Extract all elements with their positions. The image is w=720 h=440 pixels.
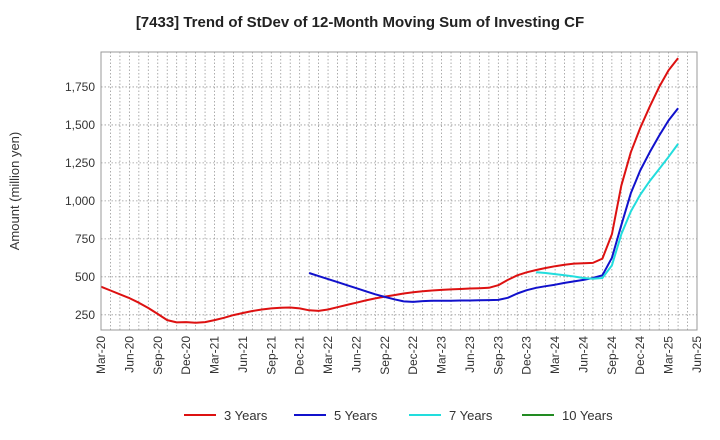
y-tick-label: 250 (75, 308, 95, 322)
x-tick-label: Jun-24 (576, 336, 590, 373)
x-tick-label: Mar-22 (321, 336, 335, 374)
series-line-5-years (308, 107, 679, 303)
series-line-3-years (100, 57, 679, 324)
x-tick-label: Dec-22 (406, 336, 420, 375)
x-tick-label: Mar-20 (94, 336, 108, 374)
x-tick-label: Jun-20 (122, 336, 136, 373)
x-tick-label: Jun-23 (463, 336, 477, 373)
x-tick-label: Sep-20 (151, 336, 165, 375)
x-tick-label: Jun-25 (690, 336, 704, 373)
y-tick-label: 500 (75, 270, 95, 284)
legend-label: 3 Years (224, 408, 268, 423)
y-tick-label: 1,250 (65, 156, 95, 170)
x-axis-ticks: Mar-20 Jun-20 Sep-20 Dec-20 Mar-21 Jun-21 Sep-… (94, 336, 704, 375)
x-tick-label: Sep-23 (491, 336, 505, 375)
plot-grid (101, 52, 697, 330)
series-line-7-years (536, 143, 679, 280)
x-tick-label: Sep-24 (605, 336, 619, 375)
y-axis-ticks: 250 500 750 1,000 1,250 1,500 1,750 (65, 80, 95, 322)
x-tick-label: Sep-21 (264, 336, 278, 375)
plot-series (100, 57, 679, 324)
legend-label: 5 Years (334, 408, 378, 423)
x-tick-label: Jun-22 (349, 336, 363, 373)
x-tick-label: Mar-24 (548, 336, 562, 374)
chart-title: [7433] Trend of StDev of 12-Month Moving… (136, 14, 584, 31)
x-tick-label: Sep-22 (378, 336, 392, 375)
x-tick-label: Dec-21 (293, 336, 307, 375)
y-tick-label: 1,500 (65, 118, 95, 132)
legend-label: 10 Years (562, 408, 613, 423)
plot-frame (100, 51, 698, 331)
x-tick-label: Dec-23 (520, 336, 534, 375)
legend: 3 Years 5 Years 7 Years 10 Years (184, 408, 613, 423)
x-tick-label: Mar-23 (435, 336, 449, 374)
y-tick-label: 1,750 (65, 80, 95, 94)
legend-label: 7 Years (449, 408, 493, 423)
y-tick-label: 1,000 (65, 194, 95, 208)
x-tick-label: Dec-20 (179, 336, 193, 375)
x-tick-label: Mar-21 (208, 336, 222, 374)
x-tick-label: Jun-21 (236, 336, 250, 373)
y-axis-label: Amount (million yen) (7, 132, 22, 251)
y-tick-label: 750 (75, 232, 95, 246)
x-tick-label: Mar-25 (662, 336, 676, 374)
x-tick-label: Dec-24 (633, 336, 647, 375)
